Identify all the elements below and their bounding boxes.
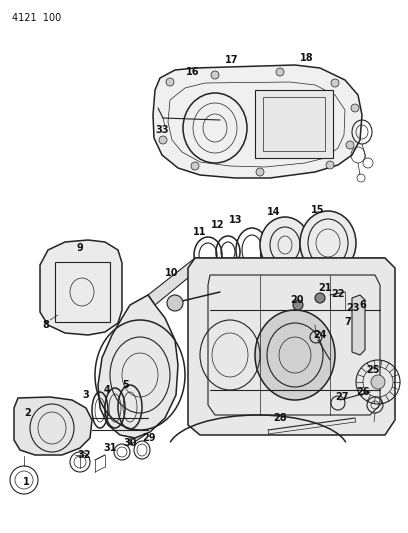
Ellipse shape [371, 375, 385, 389]
Ellipse shape [166, 78, 174, 86]
Text: 22: 22 [331, 289, 345, 299]
Text: 23: 23 [346, 303, 360, 313]
Ellipse shape [256, 168, 264, 176]
Text: 28: 28 [273, 413, 287, 423]
Ellipse shape [326, 161, 334, 169]
Ellipse shape [315, 293, 325, 303]
Text: 7: 7 [345, 317, 351, 327]
Ellipse shape [293, 300, 303, 310]
Ellipse shape [159, 136, 167, 144]
Ellipse shape [191, 162, 199, 170]
Polygon shape [14, 397, 92, 455]
Ellipse shape [300, 211, 356, 275]
Text: 30: 30 [123, 438, 137, 448]
Text: 13: 13 [229, 215, 243, 225]
Ellipse shape [167, 295, 183, 311]
Text: 25: 25 [366, 365, 380, 375]
Text: 31: 31 [103, 443, 117, 453]
Text: 32: 32 [77, 450, 91, 460]
Ellipse shape [346, 141, 354, 149]
Polygon shape [40, 240, 122, 335]
Text: 4: 4 [104, 385, 111, 395]
Ellipse shape [260, 217, 310, 273]
Polygon shape [188, 258, 395, 435]
Ellipse shape [255, 310, 335, 400]
Text: 33: 33 [155, 125, 169, 135]
Polygon shape [130, 295, 155, 445]
Bar [55, 262, 110, 322]
Ellipse shape [331, 79, 339, 87]
Polygon shape [148, 258, 385, 305]
Text: 5: 5 [123, 380, 129, 390]
Text: 6: 6 [359, 300, 366, 310]
Polygon shape [352, 295, 365, 355]
Bar [263, 97, 325, 151]
Ellipse shape [351, 104, 359, 112]
Ellipse shape [211, 71, 219, 79]
Text: 4121  100: 4121 100 [12, 13, 61, 23]
Text: 26: 26 [356, 387, 370, 397]
Text: 10: 10 [165, 268, 179, 278]
Polygon shape [153, 65, 362, 178]
Text: 3: 3 [83, 390, 89, 400]
Text: 17: 17 [225, 55, 239, 65]
Text: 21: 21 [318, 283, 332, 293]
Text: 29: 29 [142, 433, 156, 443]
Text: 16: 16 [186, 67, 200, 77]
Text: 12: 12 [211, 220, 225, 230]
Text: 24: 24 [313, 330, 327, 340]
Text: 2: 2 [24, 408, 31, 418]
Text: 9: 9 [77, 243, 83, 253]
Text: 8: 8 [42, 320, 49, 330]
Text: 27: 27 [335, 392, 349, 402]
Text: 20: 20 [290, 295, 304, 305]
Text: 11: 11 [193, 227, 207, 237]
Text: 15: 15 [311, 205, 325, 215]
Bar [255, 90, 333, 158]
Polygon shape [98, 295, 178, 438]
Ellipse shape [276, 68, 284, 76]
Text: 18: 18 [300, 53, 314, 63]
Text: 14: 14 [267, 207, 281, 217]
Text: 1: 1 [22, 477, 29, 487]
